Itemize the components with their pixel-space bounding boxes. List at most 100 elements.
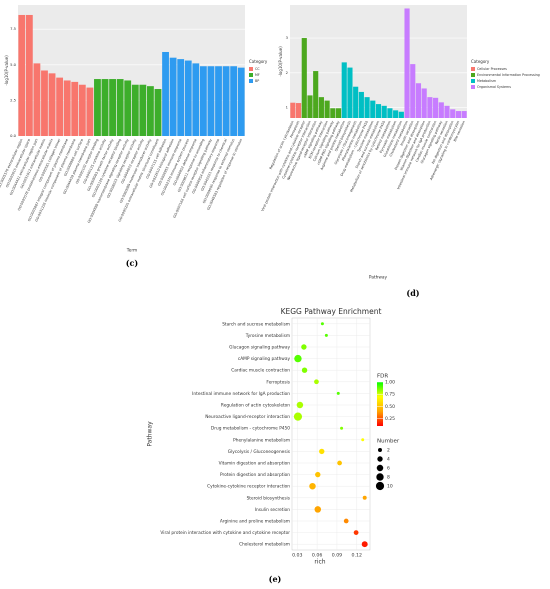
size-legend-mark (377, 456, 383, 462)
bar (421, 88, 427, 118)
bubble (320, 322, 324, 326)
colorbar-tick-label: 1.00 (385, 380, 395, 386)
y-tick-label: 2 (286, 71, 288, 75)
bubble (309, 482, 316, 490)
y-tick-label: Steroid biosynthesis (247, 495, 291, 501)
bubble (337, 460, 342, 466)
bar (415, 83, 422, 118)
bar (341, 62, 347, 118)
bar (364, 97, 370, 118)
y-tick-label: 7.5 (10, 27, 17, 31)
bar (101, 79, 109, 136)
bubble (296, 401, 304, 409)
bubble (361, 541, 368, 548)
bar (230, 66, 238, 136)
y-tick-label: Protein digestion and absorption (220, 472, 290, 478)
bubble (362, 495, 367, 500)
bubble (301, 367, 308, 373)
bar (207, 66, 215, 136)
y-tick-label: cAMP signaling pathway (238, 356, 291, 362)
y-tick-label: 0.0 (10, 134, 17, 138)
legend-title: Category (471, 59, 490, 64)
bar (131, 84, 139, 136)
panel-label: (d) (406, 288, 419, 298)
y-tick-label: Drug metabolism - cytochrome P450 (211, 426, 290, 432)
bubble (314, 506, 322, 513)
bar (154, 89, 162, 136)
legend-swatch (249, 79, 253, 83)
bar (162, 51, 169, 136)
y-tick-label: Vitamin digestion and absorption (219, 461, 291, 467)
legend-swatch (471, 73, 475, 77)
bar (330, 108, 336, 118)
legend-label: Metabolism (477, 79, 496, 83)
bar (307, 95, 313, 118)
size-legend-label: 6 (387, 466, 390, 472)
bar (222, 66, 230, 136)
colorbar-tick-label: 0.75 (385, 392, 395, 398)
bar (124, 80, 132, 136)
bar (169, 57, 177, 136)
bar (78, 84, 86, 136)
panel-label: (c) (126, 258, 139, 268)
size-legend-label: 10 (387, 484, 393, 490)
size-legend-label: 4 (387, 457, 390, 463)
bubble (315, 471, 321, 478)
plot-background (18, 5, 245, 136)
size-legend-label: 8 (387, 475, 390, 481)
bar (18, 14, 26, 136)
y-tick-label: Viral protein interaction with cytokine … (160, 530, 290, 536)
bar (318, 97, 324, 118)
bar (215, 66, 222, 136)
bar (347, 67, 353, 118)
bubble (340, 426, 344, 430)
size-legend-mark (376, 464, 384, 472)
y-axis-label: -log10(P-value) (278, 46, 283, 77)
bubble (336, 391, 340, 395)
y-tick-label: Glycolysis / Gluconeogenesis (228, 449, 291, 455)
legend-swatch (471, 85, 475, 89)
legend-label: BP (255, 79, 259, 83)
bar (116, 79, 124, 136)
bar (41, 70, 48, 136)
bar (86, 87, 94, 136)
y-tick-label: Tyrosine metabolism (245, 333, 290, 339)
bar (393, 110, 399, 118)
bubble (293, 412, 303, 421)
y-tick-label: Starch and sucrose metabolism (222, 321, 290, 327)
size-legend-mark (378, 448, 382, 452)
bar (139, 84, 147, 136)
legend-swatch (471, 79, 475, 83)
x-axis-label: Pathway (369, 275, 388, 281)
legend-swatch (249, 67, 253, 71)
bar (358, 91, 364, 118)
bar (25, 14, 33, 136)
bar (324, 100, 330, 118)
bar (438, 102, 444, 118)
chart-title: KEGG Pathway Enrichment (281, 307, 382, 316)
y-tick-label: 2.5 (10, 98, 17, 102)
bar (370, 100, 376, 118)
bar (433, 97, 439, 118)
legend-swatch (249, 73, 253, 77)
y-tick-label: Glucagon signaling pathway (229, 345, 290, 351)
bar (313, 71, 319, 118)
bubble (314, 379, 319, 385)
x-axis-label: Term (126, 248, 137, 254)
bubble (343, 518, 349, 524)
y-tick-label: Arginine and proline metabolism (220, 519, 290, 525)
bubble (319, 448, 325, 455)
bar (444, 105, 450, 118)
colorbar-title: FDR (377, 374, 388, 380)
bubble (353, 530, 359, 535)
colorbar (377, 382, 383, 426)
bar (301, 38, 307, 118)
panel-label: (e) (269, 574, 282, 584)
bar (404, 8, 410, 119)
size-legend-mark (376, 473, 384, 481)
bar (184, 60, 192, 136)
y-tick-label: Phenylalanine metabolism (233, 437, 290, 443)
bar (199, 66, 207, 136)
y-tick-label: Ferroptosis (266, 379, 290, 385)
